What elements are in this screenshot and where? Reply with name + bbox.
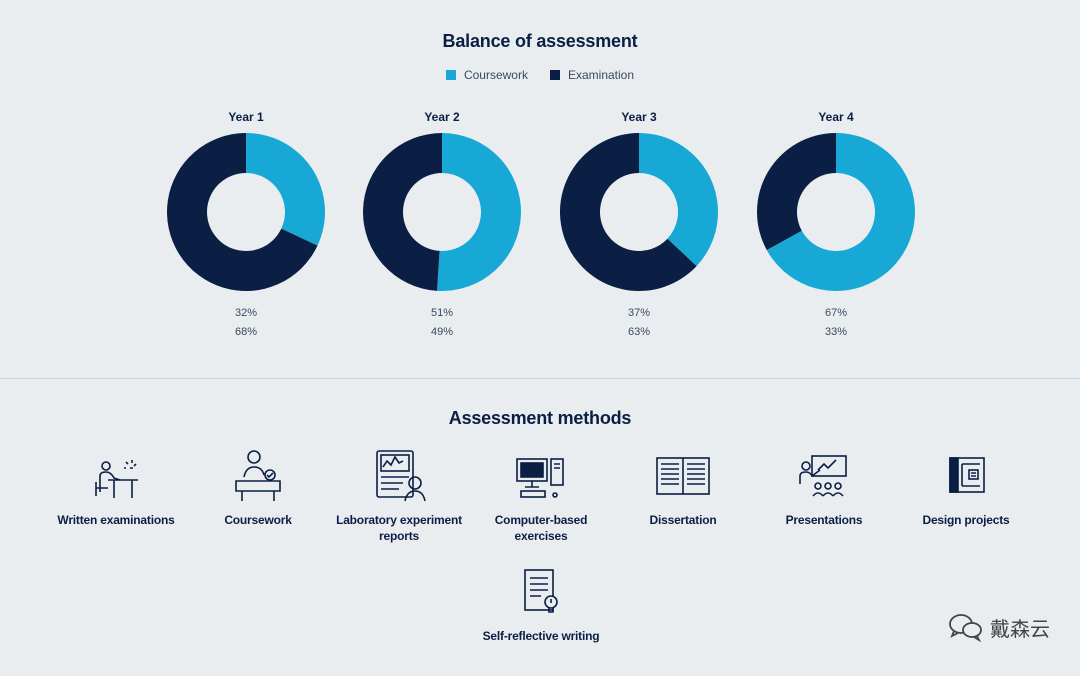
donut-chart-year-1 <box>167 133 325 291</box>
legend-label-examination: Examination <box>567 68 635 82</box>
year-label: Year 3 <box>621 110 657 124</box>
donut-chart-year-3 <box>560 133 718 291</box>
method-label: Written examinations <box>46 512 186 528</box>
method-design-projects: Design projects <box>896 452 1036 528</box>
coursework-percent: 67% <box>824 307 848 319</box>
coursework-slice <box>437 133 522 291</box>
method-label-line: Laboratory experiment <box>336 513 462 527</box>
method-label: Self-reflective writing <box>471 628 611 644</box>
book-icon <box>656 457 710 495</box>
chart-title: Balance of assessment <box>442 31 638 51</box>
methods-title: Assessment methods <box>448 408 632 428</box>
coursework-slice <box>766 133 915 291</box>
legend-coursework: Coursework <box>445 68 528 82</box>
year-chart-1: Year 1 32% 68% <box>161 110 331 342</box>
blueprint-icon <box>949 457 985 493</box>
coursework-percent: 32% <box>234 307 258 319</box>
method-label: Laboratory experiment reports <box>329 512 469 544</box>
year-label: Year 4 <box>818 110 854 124</box>
method-label: Presentations <box>754 512 894 528</box>
computer-icon <box>516 458 564 498</box>
method-label-line: Written examinations <box>57 513 175 527</box>
year-label: Year 2 <box>424 110 460 124</box>
method-self-reflective-writing: Self-reflective writing <box>471 568 611 644</box>
coursework-slice <box>639 133 718 267</box>
legend-label-coursework: Coursework <box>463 68 528 82</box>
coursework-percent: 51% <box>430 307 454 319</box>
document-idea-icon <box>524 569 558 613</box>
year-chart-3: Year 3 37% 63% <box>554 110 724 342</box>
examination-percent: 63% <box>627 326 651 338</box>
coursework-slice <box>246 133 325 246</box>
method-label-line: Self-reflective writing <box>482 629 600 643</box>
method-label-line: Coursework <box>224 513 292 527</box>
method-presentations: Presentations <box>754 452 894 528</box>
year-chart-2: Year 2 51% 49% <box>357 110 527 342</box>
method-coursework: Coursework <box>188 447 328 528</box>
method-label-line: Computer-based <box>494 513 588 527</box>
watermark-text: 戴森云 <box>990 618 1050 641</box>
method-label: Computer-based exercises <box>471 512 611 544</box>
method-label: Coursework <box>188 512 328 528</box>
examination-slice <box>757 133 836 251</box>
exam-desk-icon <box>95 460 138 498</box>
examination-slice <box>167 133 318 291</box>
legend-swatch-coursework <box>445 70 456 80</box>
legend-examination: Examination <box>549 68 635 82</box>
examination-percent: 33% <box>824 326 848 338</box>
coursework-percent: 37% <box>627 307 651 319</box>
examination-percent: 68% <box>234 326 258 338</box>
year-label: Year 1 <box>228 110 264 124</box>
examination-slice <box>363 133 442 291</box>
method-laboratory-reports: Laboratory experiment reports <box>329 447 469 544</box>
method-written-examinations: Written examinations <box>46 452 186 528</box>
chart-legend: Coursework Examination <box>0 68 1080 82</box>
legend-swatch-examination <box>549 70 560 80</box>
donut-chart-year-4 <box>757 133 915 291</box>
method-dissertation: Dissertation <box>613 452 753 528</box>
watermark: 戴森云 <box>948 612 1050 642</box>
method-label-line: Dissertation <box>649 513 717 527</box>
examination-percent: 49% <box>430 326 454 338</box>
method-label-line: reports <box>379 529 419 543</box>
section-divider <box>0 378 1080 379</box>
donut-chart-year-2 <box>363 133 522 291</box>
lab-report-icon <box>376 450 426 502</box>
examination-slice <box>560 133 697 291</box>
method-label: Dissertation <box>613 512 753 528</box>
wechat-icon <box>949 614 982 642</box>
year-chart-4: Year 4 67% 33% <box>751 110 921 342</box>
method-label-line: Design projects <box>922 513 1010 527</box>
method-label-line: exercises <box>514 529 568 543</box>
presentation-icon <box>799 455 847 497</box>
coursework-icon <box>235 450 281 501</box>
method-label-line: Presentations <box>785 513 863 527</box>
method-computer-based: Computer-based exercises <box>471 455 611 544</box>
method-label: Design projects <box>896 512 1036 528</box>
